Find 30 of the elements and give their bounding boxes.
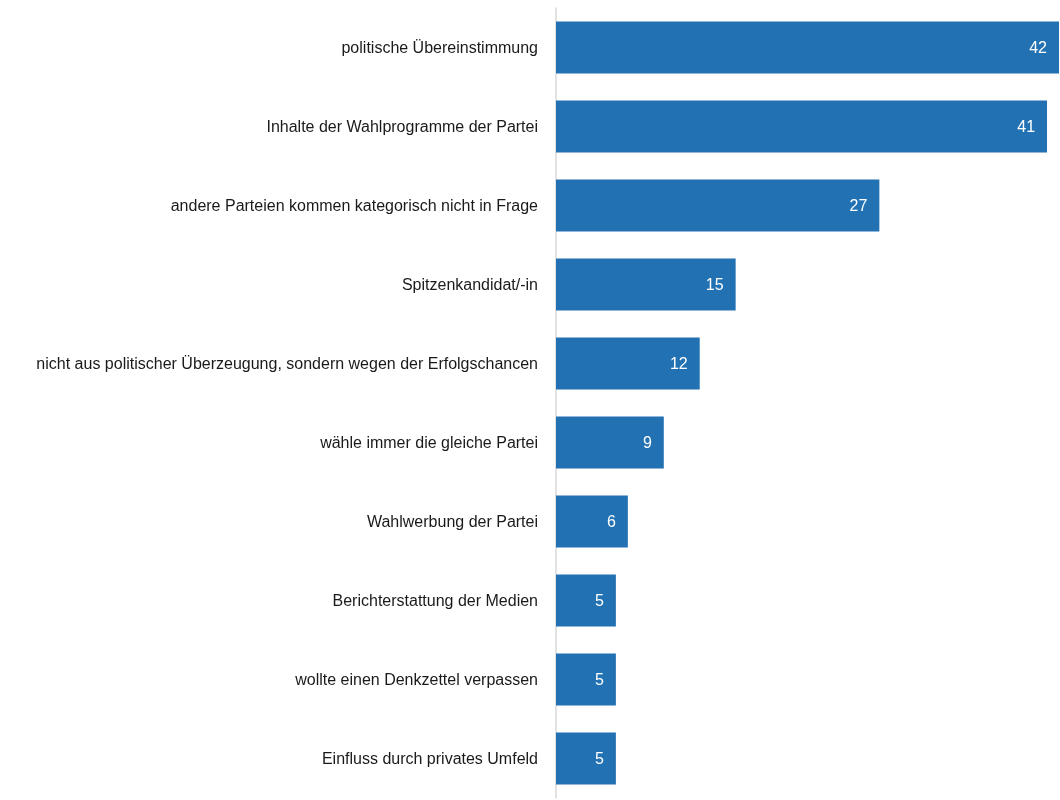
bar — [556, 337, 700, 390]
data-label: 12 — [669, 355, 688, 372]
bar — [556, 574, 616, 627]
bar — [556, 653, 616, 706]
data-label: 6 — [606, 513, 616, 530]
y-tick-label: Einfluss durch privates Umfeld — [321, 750, 538, 767]
y-tick-label: andere Parteien kommen kategorisch nicht in Frage — [170, 197, 539, 214]
bar — [556, 416, 664, 469]
y-tick-label: Wahlwerbung der Partei — [366, 513, 538, 530]
data-label: 42 — [1029, 39, 1048, 56]
bar — [556, 732, 616, 785]
bar — [556, 179, 880, 232]
bar — [556, 21, 1059, 74]
data-label: 9 — [642, 434, 652, 451]
bar — [556, 495, 628, 548]
data-label: 15 — [705, 276, 724, 293]
y-tick-label: wähle immer die gleiche Partei — [319, 434, 538, 451]
y-tick-label: nicht aus politischer Überzeugung, sondern wegen der Erfolgschancen — [36, 355, 538, 372]
data-label: 41 — [1017, 118, 1036, 135]
y-tick-label: Spitzenkandidat/-in — [401, 276, 538, 293]
data-label: 5 — [594, 671, 604, 688]
y-tick-label: wollte einen Denkzettel verpassen — [294, 671, 538, 688]
data-label: 5 — [594, 750, 604, 767]
data-label: 5 — [594, 592, 604, 609]
y-tick-label: Berichterstattung der Medien — [332, 592, 538, 609]
bar — [556, 100, 1048, 153]
y-tick-label: Inhalte der Wahlprogramme der Partei — [266, 118, 538, 135]
y-tick-label: politische Übereinstimmung — [341, 39, 538, 56]
data-label: 27 — [849, 197, 868, 214]
bar — [556, 258, 736, 311]
